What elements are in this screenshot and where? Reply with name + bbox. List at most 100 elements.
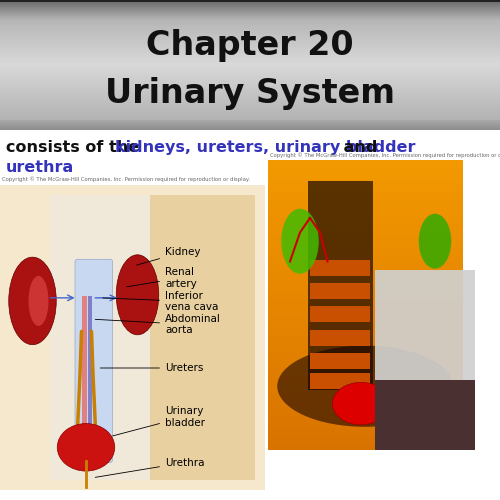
Bar	[268, 364, 462, 366]
Bar	[268, 432, 462, 434]
Text: Urinary System: Urinary System	[105, 77, 395, 110]
Bar	[268, 270, 462, 272]
Bar	[268, 332, 462, 334]
Bar	[308, 181, 372, 390]
Bar	[268, 186, 462, 188]
Bar	[268, 341, 462, 342]
Bar	[268, 398, 462, 399]
Bar	[268, 280, 462, 282]
Bar	[268, 246, 462, 247]
Bar	[268, 298, 462, 299]
Bar	[268, 405, 462, 406]
Bar	[268, 194, 462, 195]
Bar	[268, 244, 462, 246]
Bar	[268, 225, 462, 226]
Bar	[268, 282, 462, 283]
Bar	[268, 299, 462, 300]
Bar	[268, 183, 462, 184]
Bar	[268, 369, 462, 370]
Bar	[268, 404, 462, 405]
Bar	[268, 302, 462, 304]
Bar	[268, 286, 462, 288]
Bar	[268, 448, 462, 450]
Bar	[268, 328, 462, 330]
Bar	[268, 320, 462, 321]
Text: Urinary
bladder: Urinary bladder	[112, 406, 205, 436]
Bar	[268, 422, 462, 424]
Bar	[268, 438, 462, 440]
Bar	[268, 180, 462, 182]
Bar	[268, 305, 462, 306]
Text: Copyright © The McGraw-Hill Companies, Inc. Permission required for reproduction: Copyright © The McGraw-Hill Companies, I…	[2, 177, 250, 182]
Bar	[310, 353, 370, 369]
Ellipse shape	[277, 346, 453, 427]
Bar	[268, 226, 462, 228]
Bar	[82, 296, 86, 455]
Bar	[268, 344, 462, 346]
Bar	[268, 366, 462, 368]
Bar	[268, 200, 462, 202]
Bar	[268, 172, 462, 173]
Bar	[268, 236, 462, 237]
Bar	[268, 447, 462, 448]
FancyBboxPatch shape	[75, 259, 112, 462]
Bar	[268, 290, 462, 292]
Bar	[268, 278, 462, 279]
Bar	[268, 262, 462, 263]
Bar	[268, 230, 462, 231]
Bar	[268, 163, 462, 164]
Bar	[268, 199, 462, 200]
FancyBboxPatch shape	[140, 195, 255, 480]
Bar	[268, 418, 462, 420]
Bar	[310, 306, 370, 322]
Text: consists of the: consists of the	[6, 140, 145, 155]
Bar	[268, 222, 462, 224]
Bar	[268, 195, 462, 196]
Bar	[268, 388, 462, 389]
Bar	[268, 378, 462, 379]
Bar	[268, 406, 462, 408]
Ellipse shape	[9, 257, 56, 344]
Bar	[268, 218, 462, 220]
Text: Urethra: Urethra	[95, 458, 204, 477]
Bar	[375, 380, 475, 450]
Bar	[268, 250, 462, 252]
Bar	[268, 322, 462, 324]
Text: kidneys, ureters, urinary bladder: kidneys, ureters, urinary bladder	[115, 140, 416, 155]
Bar	[268, 242, 462, 244]
Bar	[268, 295, 462, 296]
Bar	[268, 330, 462, 331]
Bar	[0, 185, 265, 490]
Bar	[268, 352, 462, 353]
Bar	[268, 182, 462, 183]
Bar	[268, 237, 462, 238]
Bar	[268, 362, 462, 363]
Bar	[268, 174, 462, 176]
Bar	[268, 210, 462, 211]
Bar	[268, 334, 462, 336]
Bar	[268, 338, 462, 340]
Bar	[268, 300, 462, 302]
Bar	[268, 414, 462, 415]
Bar	[268, 188, 462, 189]
Bar	[268, 254, 462, 256]
Text: urethra: urethra	[6, 160, 74, 175]
Bar	[268, 178, 462, 179]
Bar	[268, 231, 462, 232]
Bar	[268, 408, 462, 410]
Bar	[268, 379, 462, 380]
Bar	[268, 411, 462, 412]
Bar	[268, 416, 462, 418]
Ellipse shape	[28, 276, 48, 326]
Bar	[268, 442, 462, 443]
Bar	[268, 204, 462, 205]
Text: Inferior
vena cava: Inferior vena cava	[103, 290, 218, 312]
Bar	[268, 306, 462, 308]
Ellipse shape	[419, 214, 451, 268]
Bar	[310, 283, 370, 299]
Bar	[268, 212, 462, 214]
Bar	[268, 331, 462, 332]
Bar	[268, 176, 462, 178]
Bar	[268, 324, 462, 326]
Bar	[268, 283, 462, 284]
